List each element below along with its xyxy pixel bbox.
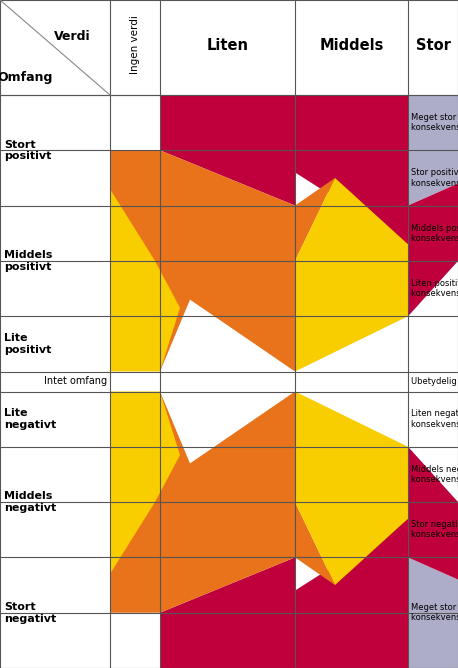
Text: Ingen verdi: Ingen verdi bbox=[130, 15, 140, 74]
Polygon shape bbox=[110, 391, 180, 574]
Polygon shape bbox=[408, 557, 458, 668]
Text: Lite
negativt: Lite negativt bbox=[4, 408, 56, 430]
Polygon shape bbox=[160, 447, 458, 668]
Polygon shape bbox=[408, 184, 458, 316]
Text: Lite
positivt: Lite positivt bbox=[4, 333, 51, 355]
Text: Stor negativ
konsekvens (- - -): Stor negativ konsekvens (- - -) bbox=[411, 520, 458, 540]
Text: Middels negativ
konsekvens (- -): Middels negativ konsekvens (- -) bbox=[411, 465, 458, 484]
Text: Ubetydelig (0): Ubetydelig (0) bbox=[411, 377, 458, 386]
Text: Stor: Stor bbox=[415, 37, 450, 53]
Text: Liten negativ
konsekvens (-): Liten negativ konsekvens (-) bbox=[411, 409, 458, 429]
Text: Verdi: Verdi bbox=[54, 31, 90, 43]
Text: Stor positiv
konsekvens (+++): Stor positiv konsekvens (+++) bbox=[411, 168, 458, 188]
Polygon shape bbox=[408, 95, 458, 206]
Polygon shape bbox=[160, 95, 458, 316]
Polygon shape bbox=[408, 447, 458, 580]
Text: Stort
negativt: Stort negativt bbox=[4, 602, 56, 623]
Text: Middels positiv
konsekvens (++): Middels positiv konsekvens (++) bbox=[411, 224, 458, 243]
Polygon shape bbox=[110, 150, 335, 371]
Polygon shape bbox=[110, 391, 335, 613]
Text: Meget stor negativ
konsekvens (- - - -): Meget stor negativ konsekvens (- - - -) bbox=[411, 603, 458, 623]
Text: Liten positiv
konsekvens (+): Liten positiv konsekvens (+) bbox=[411, 279, 458, 298]
Text: Middels: Middels bbox=[319, 37, 384, 53]
Text: Middels
positivt: Middels positivt bbox=[4, 250, 52, 272]
Text: Middels
negativt: Middels negativt bbox=[4, 491, 56, 513]
Text: Intet omfang: Intet omfang bbox=[44, 377, 107, 387]
Text: Meget stor positiv
konsekvens (++++): Meget stor positiv konsekvens (++++) bbox=[411, 113, 458, 132]
Polygon shape bbox=[295, 391, 408, 585]
Polygon shape bbox=[110, 189, 180, 371]
Text: Liten: Liten bbox=[207, 37, 249, 53]
Text: Omfang: Omfang bbox=[0, 71, 53, 84]
Text: Stort
positivt: Stort positivt bbox=[4, 140, 51, 161]
Polygon shape bbox=[295, 178, 408, 371]
